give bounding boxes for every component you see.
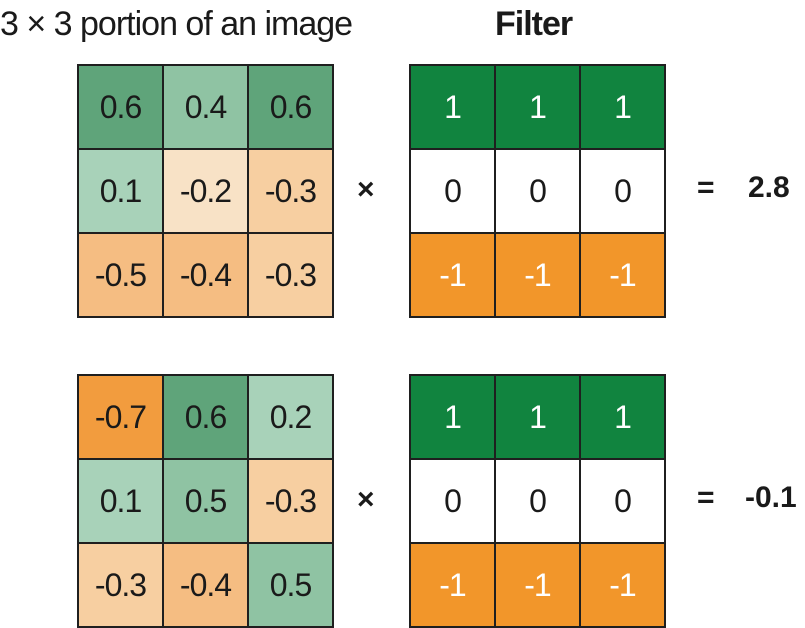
image-cell: 0.1 [79,460,162,542]
image-cell: -0.3 [249,150,332,232]
image-grid-bottom: -0.7 0.6 0.2 0.1 0.5 -0.3 -0.3 -0.4 0.5 [77,374,334,628]
filter-cell: 0 [496,150,579,232]
filter-cell: -1 [411,234,494,316]
image-cell: -0.2 [164,150,247,232]
image-cell: -0.4 [164,234,247,316]
filter-cell: 1 [411,376,494,458]
image-cell: -0.4 [164,544,247,626]
equals-sign-top: = [697,171,715,204]
filter-cell: -1 [581,544,664,626]
image-portion-heading: 3 × 3 portion of an image [0,5,353,43]
multiply-sign-bottom: × [357,483,375,516]
image-cell: -0.3 [79,544,162,626]
filter-cell: 1 [496,66,579,148]
image-cell: 0.4 [164,66,247,148]
filter-cell: 0 [411,460,494,542]
image-cell: 0.6 [79,66,162,148]
image-grid-top: 0.6 0.4 0.6 0.1 -0.2 -0.3 -0.5 -0.4 -0.3 [77,64,334,318]
image-cell: -0.3 [249,460,332,542]
image-cell: 0.5 [249,544,332,626]
result-top: 2.8 [748,171,790,204]
filter-grid-bottom: 1 1 1 0 0 0 -1 -1 -1 [409,374,666,628]
filter-cell: -1 [581,234,664,316]
multiply-sign-top: × [357,173,375,206]
filter-cell: -1 [496,234,579,316]
filter-grid-top: 1 1 1 0 0 0 -1 -1 -1 [409,64,666,318]
filter-cell: -1 [411,544,494,626]
image-cell: 0.1 [79,150,162,232]
image-cell: 0.5 [164,460,247,542]
result-bottom: -0.1 [745,481,797,514]
filter-heading: Filter [495,5,573,43]
filter-cell: 0 [581,460,664,542]
filter-cell: 0 [496,460,579,542]
filter-cell: 1 [496,376,579,458]
filter-cell: 1 [411,66,494,148]
filter-cell: 0 [411,150,494,232]
image-cell: -0.7 [79,376,162,458]
filter-cell: -1 [496,544,579,626]
equals-sign-bottom: = [697,481,715,514]
filter-cell: 1 [581,66,664,148]
image-cell: -0.5 [79,234,162,316]
filter-cell: 0 [581,150,664,232]
image-cell: -0.3 [249,234,332,316]
image-cell: 0.6 [249,66,332,148]
filter-cell: 1 [581,376,664,458]
image-cell: 0.2 [249,376,332,458]
image-cell: 0.6 [164,376,247,458]
